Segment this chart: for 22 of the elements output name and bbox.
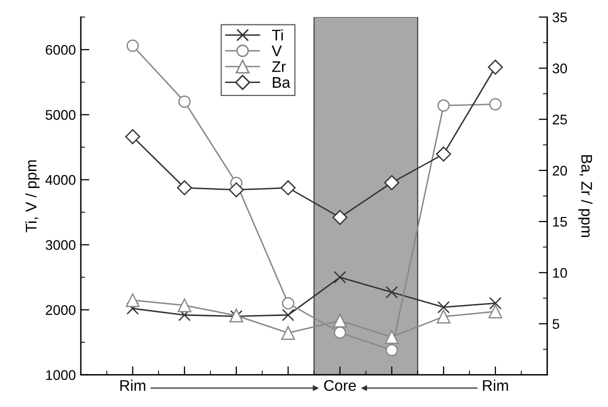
y2-tick-label: 5	[552, 319, 560, 329]
y-tick-label: 1000	[46, 370, 76, 380]
y2-tick-label: 10	[553, 268, 567, 278]
y-tick-label: 2000	[46, 305, 76, 315]
legend-label: Ba	[272, 77, 290, 88]
y-tick-label: 5000	[46, 110, 76, 120]
y2-tick-label: 25	[552, 114, 567, 124]
y2-tick-label: 35	[552, 12, 567, 22]
x-tick-label: Rim	[120, 380, 146, 391]
legend-label: V	[272, 46, 282, 56]
y-tick-label: 4000	[45, 175, 76, 185]
y2-tick-label: 15	[553, 217, 567, 227]
y-tick-label: 3000	[46, 240, 76, 250]
legend-label: Zr	[272, 61, 286, 72]
x-tick-label: Rim	[483, 380, 508, 391]
x-tick-label: Core	[324, 380, 356, 391]
y2-axis-title: Ba, Zr / ppm	[578, 155, 593, 237]
legend-label: Ti	[272, 29, 283, 40]
y-tick-label: 6000	[46, 44, 76, 55]
y2-tick-label: 30	[552, 64, 567, 74]
y2-tick-label: 20	[552, 166, 567, 176]
y-axis-title: Ti, V / ppm	[25, 160, 40, 232]
